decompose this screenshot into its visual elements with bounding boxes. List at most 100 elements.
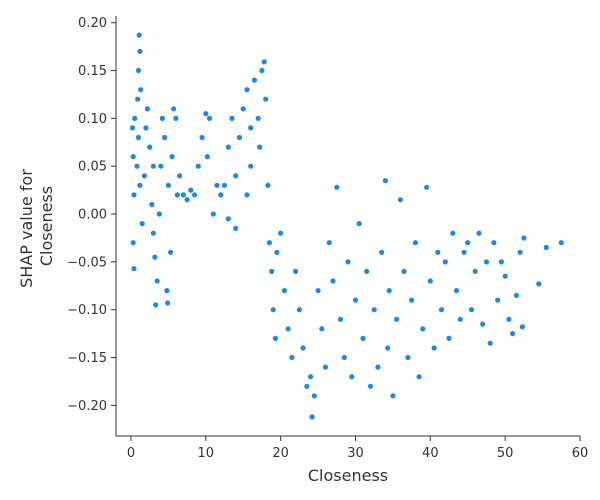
y-axis-title-line-2: Closeness xyxy=(37,186,56,266)
data-point xyxy=(513,292,520,298)
data-point xyxy=(162,134,168,141)
data-point xyxy=(397,197,403,203)
data-point xyxy=(259,67,265,74)
data-point xyxy=(248,163,254,169)
data-point xyxy=(203,111,209,117)
data-point xyxy=(135,67,142,74)
data-point xyxy=(244,192,250,198)
data-point xyxy=(274,249,280,255)
data-point xyxy=(225,144,231,150)
data-point xyxy=(130,240,136,246)
data-point xyxy=(442,259,448,265)
data-point xyxy=(502,273,508,279)
data-point xyxy=(375,364,381,370)
data-point xyxy=(468,307,475,313)
data-point xyxy=(356,221,362,227)
data-point xyxy=(424,184,430,190)
data-point xyxy=(149,201,155,208)
data-point xyxy=(300,345,306,351)
data-point xyxy=(150,230,156,236)
y-tick-label: −0.15 xyxy=(67,351,107,366)
data-point xyxy=(401,268,407,274)
data-point xyxy=(345,259,351,265)
x-axis-title: Closeness xyxy=(308,466,388,485)
data-point xyxy=(199,134,205,141)
data-point xyxy=(416,374,422,380)
data-point xyxy=(495,297,501,303)
data-point xyxy=(137,182,143,188)
data-point xyxy=(558,240,564,246)
data-point xyxy=(236,134,243,141)
data-point xyxy=(517,249,523,255)
x-tick-label: 30 xyxy=(347,446,364,461)
data-point xyxy=(519,324,526,330)
data-point xyxy=(472,268,478,274)
data-point xyxy=(233,225,239,231)
data-point xyxy=(214,182,220,188)
data-point xyxy=(134,163,140,169)
y-tick-label: 0.05 xyxy=(78,160,107,175)
data-point xyxy=(409,297,415,303)
data-point xyxy=(322,364,329,370)
x-tick-label: 0 xyxy=(127,446,135,461)
data-point xyxy=(498,259,504,265)
data-point xyxy=(476,230,482,236)
data-point xyxy=(158,163,164,169)
data-point xyxy=(461,249,467,255)
data-point xyxy=(225,216,231,222)
data-point xyxy=(265,182,271,188)
data-point xyxy=(269,268,275,274)
data-point xyxy=(379,249,385,255)
data-point xyxy=(141,173,147,179)
data-point xyxy=(240,106,246,112)
data-point xyxy=(431,345,437,351)
data-points xyxy=(129,32,564,420)
data-point xyxy=(304,383,310,389)
data-point xyxy=(180,192,186,198)
data-point xyxy=(218,192,224,198)
data-point xyxy=(171,106,177,112)
data-point xyxy=(412,240,418,246)
data-point xyxy=(289,354,295,361)
data-point xyxy=(184,197,190,203)
data-point xyxy=(349,374,355,380)
data-point xyxy=(255,115,261,121)
data-point xyxy=(129,125,136,131)
data-point xyxy=(261,59,267,65)
data-point xyxy=(360,335,366,341)
data-point xyxy=(543,244,549,251)
data-point xyxy=(405,354,411,361)
data-point xyxy=(131,266,137,272)
data-point xyxy=(270,307,276,313)
data-point xyxy=(364,268,370,274)
data-point xyxy=(153,302,159,308)
data-point xyxy=(147,144,153,150)
y-tick-label: −0.20 xyxy=(67,399,107,414)
data-point xyxy=(385,345,391,351)
data-point xyxy=(137,48,143,55)
data-point xyxy=(251,77,258,83)
x-axis-ticks: 0 10 20 30 40 50 60 xyxy=(127,436,588,461)
data-point xyxy=(435,249,441,255)
data-point xyxy=(330,278,336,284)
data-point xyxy=(210,211,216,217)
data-point xyxy=(319,326,325,332)
data-point xyxy=(143,125,149,131)
data-point xyxy=(173,115,179,121)
data-point xyxy=(315,288,321,294)
data-point xyxy=(386,288,392,294)
data-point xyxy=(450,230,456,236)
data-point xyxy=(159,115,165,121)
y-axis-title: SHAP value for Closeness xyxy=(17,164,56,288)
data-point xyxy=(272,335,278,341)
x-tick-label: 10 xyxy=(198,446,215,461)
data-point xyxy=(309,414,315,420)
data-point xyxy=(165,300,171,306)
data-point xyxy=(285,326,291,332)
data-point xyxy=(244,87,250,93)
data-point xyxy=(221,182,228,188)
data-point xyxy=(278,230,284,236)
data-point xyxy=(233,173,239,179)
data-point xyxy=(420,326,426,332)
y-tick-label: −0.10 xyxy=(67,303,107,318)
